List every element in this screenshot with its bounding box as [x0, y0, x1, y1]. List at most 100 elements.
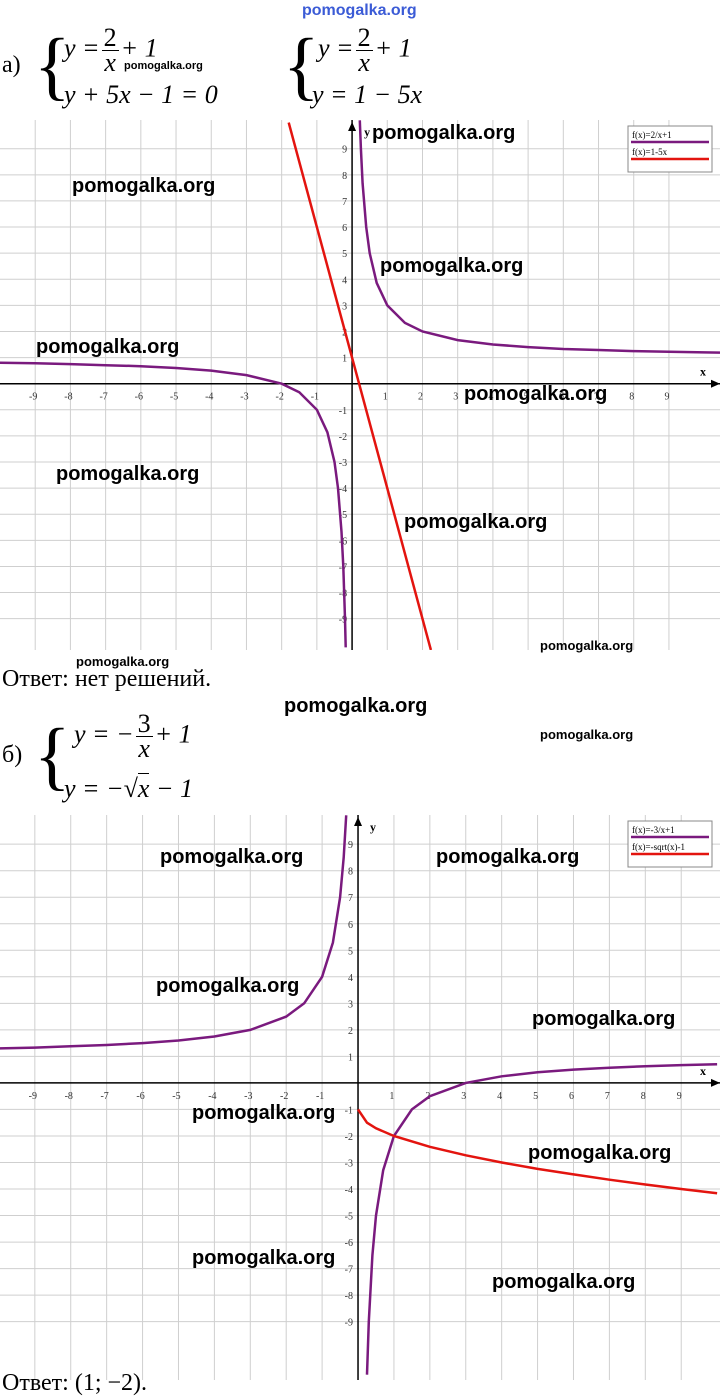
watermark: pomogalka.org [380, 255, 524, 277]
curve [0, 120, 720, 648]
brace: { [283, 24, 320, 108]
denominator: x [104, 48, 116, 77]
answer: Ответ: (1; −2). [2, 1370, 148, 1396]
denominator: x [358, 48, 370, 77]
x-tick-label: 8 [629, 392, 634, 403]
y-tick-label: 4 [348, 973, 353, 984]
x-tick-label: -7 [99, 392, 107, 403]
x-tick-label: 9 [677, 1091, 682, 1102]
x-tick-label: -4 [208, 1091, 216, 1102]
x-tick-label: 7 [605, 1091, 610, 1102]
chart: -9 -8 -7 -6 -5 -4 -3 -2 -1 1 2 3 4 5 6 7 8 9-9-8-7-6-5-4-… [0, 120, 720, 650]
y-axis-label: y [370, 820, 376, 834]
y-tick-label: 8 [342, 171, 347, 182]
y-tick-label: -7 [345, 1265, 353, 1276]
legend-label: f(x)=-3/x+1 [632, 825, 675, 835]
y-tick-label: -3 [339, 458, 347, 469]
x-tick-label: -6 [136, 1091, 144, 1102]
x-tick-label: -3 [244, 1091, 252, 1102]
x-tick-label: -1 [316, 1091, 324, 1102]
watermark: pomogalka.org [192, 1102, 336, 1124]
y-tick-label: 6 [348, 920, 353, 931]
x-tick-label: 6 [559, 392, 564, 403]
watermark: pomogalka.org [160, 846, 304, 868]
brace: { [34, 714, 71, 798]
part-label: б) [2, 742, 23, 768]
watermark: pomogalka.org [436, 846, 580, 868]
curve [356, 1108, 718, 1195]
y-tick-label: 7 [348, 893, 353, 904]
eq-lhs: y = [64, 33, 100, 63]
legend-label: f(x)=1-5x [632, 147, 668, 157]
x-tick-label: 3 [453, 392, 458, 403]
x-tick-label: -8 [65, 1091, 73, 1102]
x-tick-label: -8 [64, 392, 72, 403]
y-tick-label: -4 [345, 1185, 353, 1196]
y-tick-label: 5 [342, 249, 347, 260]
watermark: pomogalka.org [156, 975, 300, 997]
eq-rest: + 1 [374, 33, 412, 63]
watermark: pomogalka.org [532, 1008, 676, 1030]
y-axis-label: y [364, 125, 370, 139]
numerator: 3 [135, 709, 153, 738]
curve [0, 815, 718, 1375]
numerator: 2 [355, 23, 373, 52]
x-tick-label: -9 [29, 392, 37, 403]
y-tick-label: -2 [345, 1132, 353, 1143]
y-tick-label: 7 [342, 197, 347, 208]
legend-label: f(x)=2/x+1 [632, 130, 672, 140]
watermark: pomogalka.org [372, 122, 516, 144]
y-tick-label: 4 [342, 275, 347, 286]
legend-box [627, 125, 713, 173]
x-tick-label: -4 [205, 392, 213, 403]
x-tick-label: 3 [461, 1091, 466, 1102]
watermark: pomogalka.org [540, 638, 634, 653]
y-tick-label: 3 [342, 301, 347, 312]
radical: √ [123, 774, 138, 803]
equation: y = 1 − 5x [312, 80, 423, 109]
equation: y = −√x − 1 [64, 773, 194, 804]
watermark: pomogalka.org [302, 2, 417, 19]
answer: Ответ: нет решений. [2, 666, 212, 692]
x-tick-label: -7 [100, 1091, 108, 1102]
y-tick-label: 9 [348, 840, 353, 851]
watermark: pomogalka.org [284, 695, 428, 717]
legend-box [627, 820, 713, 868]
x-tick-label: -1 [311, 392, 319, 403]
y-tick-label: 5 [348, 946, 353, 957]
eq-rest: + 1 [154, 719, 192, 749]
y-tick-label: -5 [339, 510, 347, 521]
x-tick-label: 2 [418, 392, 423, 403]
eq-lhs: y = − [64, 774, 124, 803]
x-tick-label: 8 [641, 1091, 646, 1102]
x-tick-label: -2 [275, 392, 283, 403]
x-tick-label: 9 [664, 392, 669, 403]
y-tick-label: -6 [345, 1238, 353, 1249]
x-tick-label: 6 [569, 1091, 574, 1102]
x-tick-label: 1 [383, 392, 388, 403]
watermark: pomogalka.org [124, 60, 203, 72]
y-tick-label: 6 [342, 223, 347, 234]
part-label: а) [2, 52, 21, 78]
x-tick-label: -5 [172, 1091, 180, 1102]
y-tick-label: -4 [339, 484, 347, 495]
eq-rest: − 1 [155, 774, 194, 803]
x-tick-label: -5 [170, 392, 178, 403]
watermark: pomogalka.org [540, 727, 634, 742]
watermark: pomogalka.org [72, 175, 216, 197]
y-tick-label: -8 [345, 1291, 353, 1302]
x-axis-label: x [700, 1064, 706, 1078]
x-tick-label: 7 [594, 392, 599, 403]
y-tick-label: 2 [348, 1026, 353, 1037]
x-tick-label: -9 [29, 1091, 37, 1102]
y-tick-label: -9 [339, 615, 347, 626]
curve [287, 122, 433, 650]
watermark: pomogalka.org [492, 1271, 636, 1293]
x-tick-label: 5 [524, 392, 529, 403]
x-tick-label: 1 [389, 1091, 394, 1102]
equation: y = 2 x + 1 [318, 23, 412, 77]
eq-lhs: y = [318, 33, 354, 63]
equation: y = −3 x + 1 [74, 709, 192, 762]
